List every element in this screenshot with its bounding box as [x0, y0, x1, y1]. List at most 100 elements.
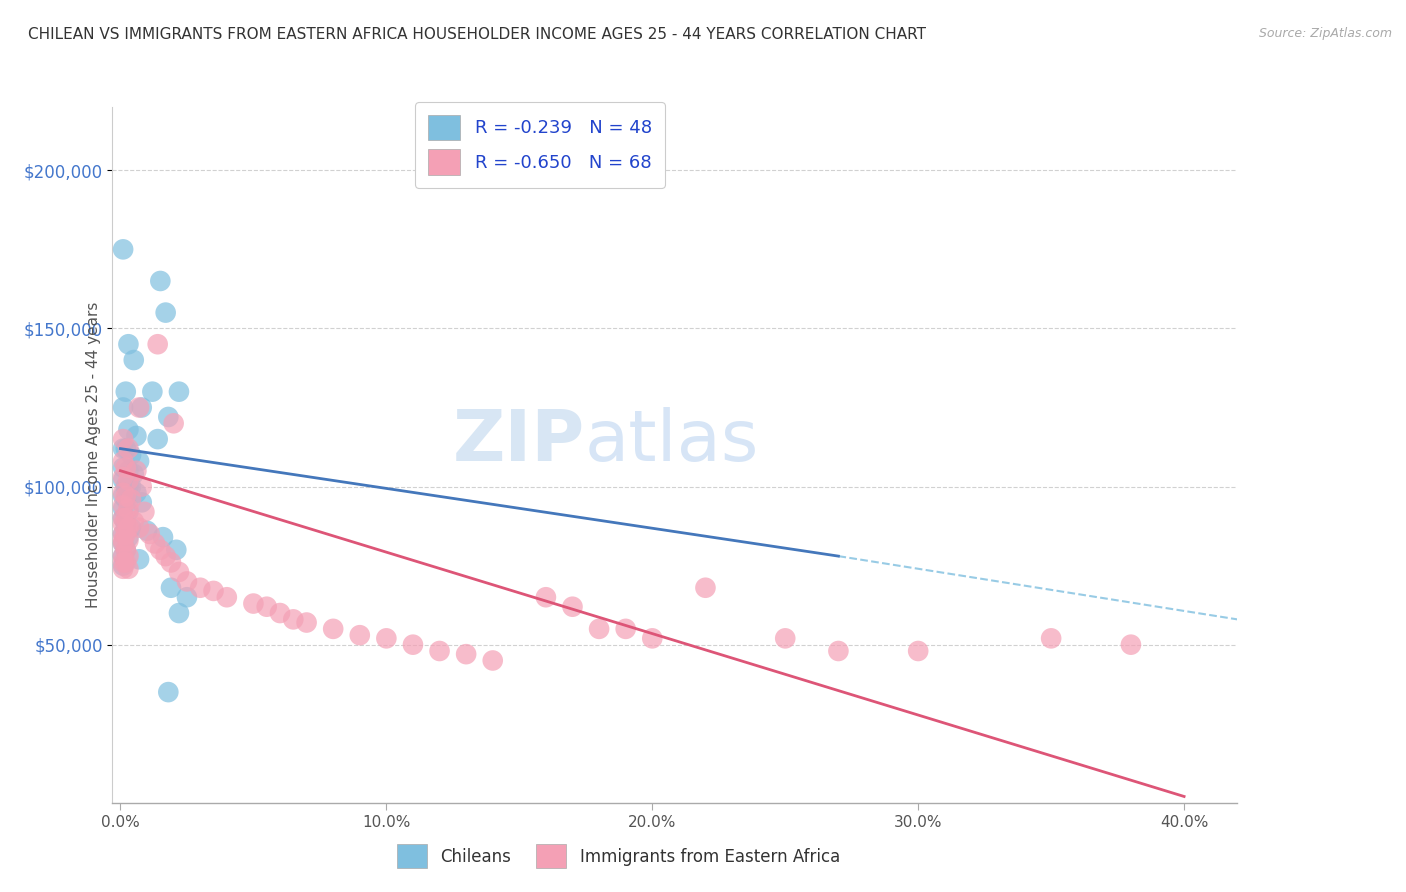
- Point: [112, 460, 135, 475]
- Point: [375, 632, 398, 646]
- Point: [112, 501, 135, 516]
- Point: [614, 622, 637, 636]
- Point: [907, 644, 929, 658]
- Point: [117, 473, 139, 487]
- Point: [112, 549, 135, 563]
- Point: [165, 542, 187, 557]
- Point: [149, 274, 172, 288]
- Point: [117, 442, 139, 456]
- Point: [1040, 632, 1063, 646]
- Point: [128, 454, 150, 468]
- Point: [160, 556, 183, 570]
- Point: [162, 417, 184, 431]
- Point: [120, 492, 142, 507]
- Point: [122, 514, 145, 528]
- Point: [773, 632, 796, 646]
- Point: [588, 622, 610, 636]
- Point: [112, 511, 135, 525]
- Point: [534, 591, 557, 605]
- Point: [114, 479, 136, 493]
- Point: [125, 429, 148, 443]
- Point: [114, 442, 136, 456]
- Point: [114, 489, 136, 503]
- Point: [112, 401, 135, 415]
- Point: [141, 384, 163, 399]
- Legend: Chileans, Immigrants from Eastern Africa: Chileans, Immigrants from Eastern Africa: [387, 834, 851, 878]
- Point: [112, 517, 135, 532]
- Point: [152, 530, 174, 544]
- Point: [456, 647, 478, 661]
- Point: [128, 521, 150, 535]
- Point: [112, 473, 135, 487]
- Point: [128, 552, 150, 566]
- Point: [117, 505, 139, 519]
- Point: [561, 599, 583, 614]
- Point: [120, 448, 142, 462]
- Point: [269, 606, 291, 620]
- Point: [117, 521, 139, 535]
- Point: [122, 467, 145, 481]
- Point: [114, 527, 136, 541]
- Point: [481, 653, 503, 667]
- Point: [112, 442, 135, 456]
- Point: [157, 685, 180, 699]
- Point: [176, 591, 198, 605]
- Point: [429, 644, 451, 658]
- Point: [176, 574, 198, 589]
- Point: [117, 464, 139, 478]
- Point: [112, 558, 135, 573]
- Point: [112, 556, 135, 570]
- Point: [641, 632, 664, 646]
- Point: [112, 527, 135, 541]
- Point: [695, 581, 717, 595]
- Point: [322, 622, 344, 636]
- Point: [155, 305, 177, 319]
- Point: [114, 542, 136, 557]
- Point: [146, 432, 169, 446]
- Point: [1119, 638, 1142, 652]
- Point: [155, 549, 177, 563]
- Point: [114, 517, 136, 532]
- Point: [117, 533, 139, 548]
- Point: [117, 501, 139, 516]
- Point: [114, 460, 136, 475]
- Point: [242, 597, 264, 611]
- Y-axis label: Householder Income Ages 25 - 44 years: Householder Income Ages 25 - 44 years: [86, 301, 101, 608]
- Point: [117, 562, 139, 576]
- Text: ZIP: ZIP: [453, 407, 585, 475]
- Point: [120, 479, 142, 493]
- Point: [114, 542, 136, 557]
- Point: [117, 549, 139, 563]
- Text: atlas: atlas: [585, 407, 759, 475]
- Point: [114, 556, 136, 570]
- Point: [112, 432, 135, 446]
- Point: [202, 583, 225, 598]
- Point: [402, 638, 425, 652]
- Point: [295, 615, 318, 630]
- Point: [114, 492, 136, 507]
- Point: [114, 384, 136, 399]
- Point: [112, 489, 135, 503]
- Point: [112, 533, 135, 548]
- Point: [117, 479, 139, 493]
- Point: [112, 549, 135, 563]
- Point: [131, 401, 153, 415]
- Point: [117, 530, 139, 544]
- Text: CHILEAN VS IMMIGRANTS FROM EASTERN AFRICA HOUSEHOLDER INCOME AGES 25 - 44 YEARS : CHILEAN VS IMMIGRANTS FROM EASTERN AFRIC…: [28, 27, 927, 42]
- Point: [112, 562, 135, 576]
- Point: [112, 243, 135, 257]
- Point: [349, 628, 371, 642]
- Point: [157, 409, 180, 424]
- Point: [120, 521, 142, 535]
- Point: [160, 581, 183, 595]
- Point: [256, 599, 278, 614]
- Point: [138, 527, 160, 541]
- Point: [143, 536, 166, 550]
- Point: [112, 536, 135, 550]
- Point: [136, 524, 159, 538]
- Point: [112, 536, 135, 550]
- Point: [167, 606, 190, 620]
- Point: [128, 401, 150, 415]
- Point: [125, 486, 148, 500]
- Point: [122, 353, 145, 368]
